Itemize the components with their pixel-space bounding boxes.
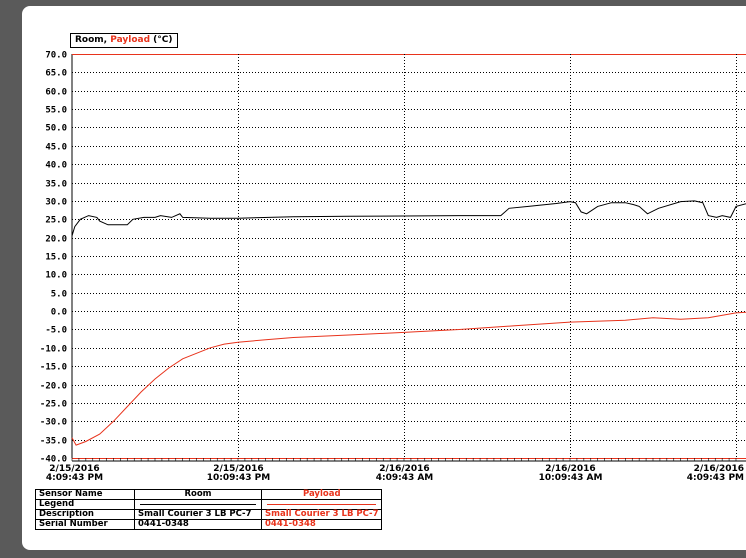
row-label: Serial Number: [35, 519, 135, 530]
y-tick-label: -5.0: [45, 326, 67, 336]
room-serial: 0441-0348: [134, 519, 262, 530]
y-tick-label: -30.0: [40, 418, 67, 428]
y-tick-label: 0.0: [51, 308, 67, 318]
y-tick-label: -25.0: [40, 400, 67, 410]
y-tick-label: 35.0: [45, 180, 67, 190]
payload-legend-swatch: [260, 499, 383, 510]
x-tick-date: 2/16/2016: [694, 464, 744, 474]
chart-frame: 70.0 65.0 60.0 55.0 50.0 45.0 40.0 35.0 30.0 25.0…: [22, 6, 746, 550]
table-row: Description Small Courier 3 LB PC-7 Smal…: [35, 509, 383, 520]
y-tick-label: 15.0: [45, 253, 67, 263]
y-tick-label: 25.0: [45, 216, 67, 226]
y-tick-label: -20.0: [40, 382, 67, 392]
legend-unit-text: (°C): [150, 35, 173, 45]
y-tick-label: -10.0: [40, 345, 67, 355]
y-axis-ticks: 70.0 65.0 60.0 55.0 50.0 45.0 40.0 35.0 30.0 25.0…: [40, 51, 67, 465]
row-label: Description: [35, 509, 135, 520]
payload-serial: 0441-0348: [260, 519, 383, 530]
room-description: Small Courier 3 LB PC-7: [134, 509, 262, 520]
payload-sensor-name: Payload: [260, 489, 383, 500]
room-sensor-name: Room: [134, 489, 262, 500]
axis-legend-label: Room, Payload (°C): [70, 33, 178, 48]
x-tick-date: 2/16/2016: [379, 464, 429, 474]
table-row: Sensor Name Room Payload: [35, 489, 383, 500]
x-tick-time: 10:09:43 AM: [539, 473, 603, 483]
y-tick-label: 10.0: [45, 271, 67, 281]
temperature-chart: 70.0 65.0 60.0 55.0 50.0 45.0 40.0 35.0 30.0 25.0…: [40, 51, 746, 483]
y-tick-label: 30.0: [45, 198, 67, 208]
y-tick-label: 65.0: [45, 69, 67, 79]
y-tick-label: 55.0: [45, 106, 67, 116]
series-line-room: [71, 200, 746, 236]
series-layer: [71, 200, 746, 446]
payload-description: Small Courier 3 LB PC-7: [260, 509, 383, 520]
y-tick-label: 60.0: [45, 88, 67, 98]
x-tick-time: 10:09:43 PM: [207, 473, 271, 483]
table-row: Serial Number 0441-0348 0441-0348: [35, 519, 383, 530]
sensor-info-table: Sensor Name Room Payload Legend Descript…: [35, 489, 383, 530]
x-tick-date: 2/15/2016: [213, 464, 263, 474]
y-tick-label: 40.0: [45, 161, 67, 171]
x-tick-time: 4:09:43 PM: [46, 473, 103, 483]
x-tick-time: 4:09:43 AM: [376, 473, 434, 483]
y-tick-label: -40.0: [40, 455, 67, 465]
table-row: Legend: [35, 499, 383, 510]
row-label: Legend: [35, 499, 135, 510]
legend-room-text: Room,: [75, 35, 111, 45]
x-tick-date: 2/16/2016: [545, 464, 595, 474]
y-tick-label: 45.0: [45, 143, 67, 153]
y-tick-label: 50.0: [45, 124, 67, 134]
x-tick-time: 4:09:43 PM: [687, 473, 744, 483]
grid-layer: [71, 54, 746, 462]
y-tick-label: 70.0: [45, 51, 67, 61]
y-tick-label: -35.0: [40, 437, 67, 447]
room-legend-swatch: [134, 499, 262, 510]
y-tick-label: -15.0: [40, 363, 67, 373]
legend-payload-text: Payload: [110, 35, 151, 45]
y-tick-label: 20.0: [45, 235, 67, 245]
x-tick-date: 2/15/2016: [49, 464, 99, 474]
y-tick-label: 5.0: [51, 290, 67, 300]
series-line-payload: [71, 311, 746, 446]
row-label: Sensor Name: [35, 489, 135, 500]
